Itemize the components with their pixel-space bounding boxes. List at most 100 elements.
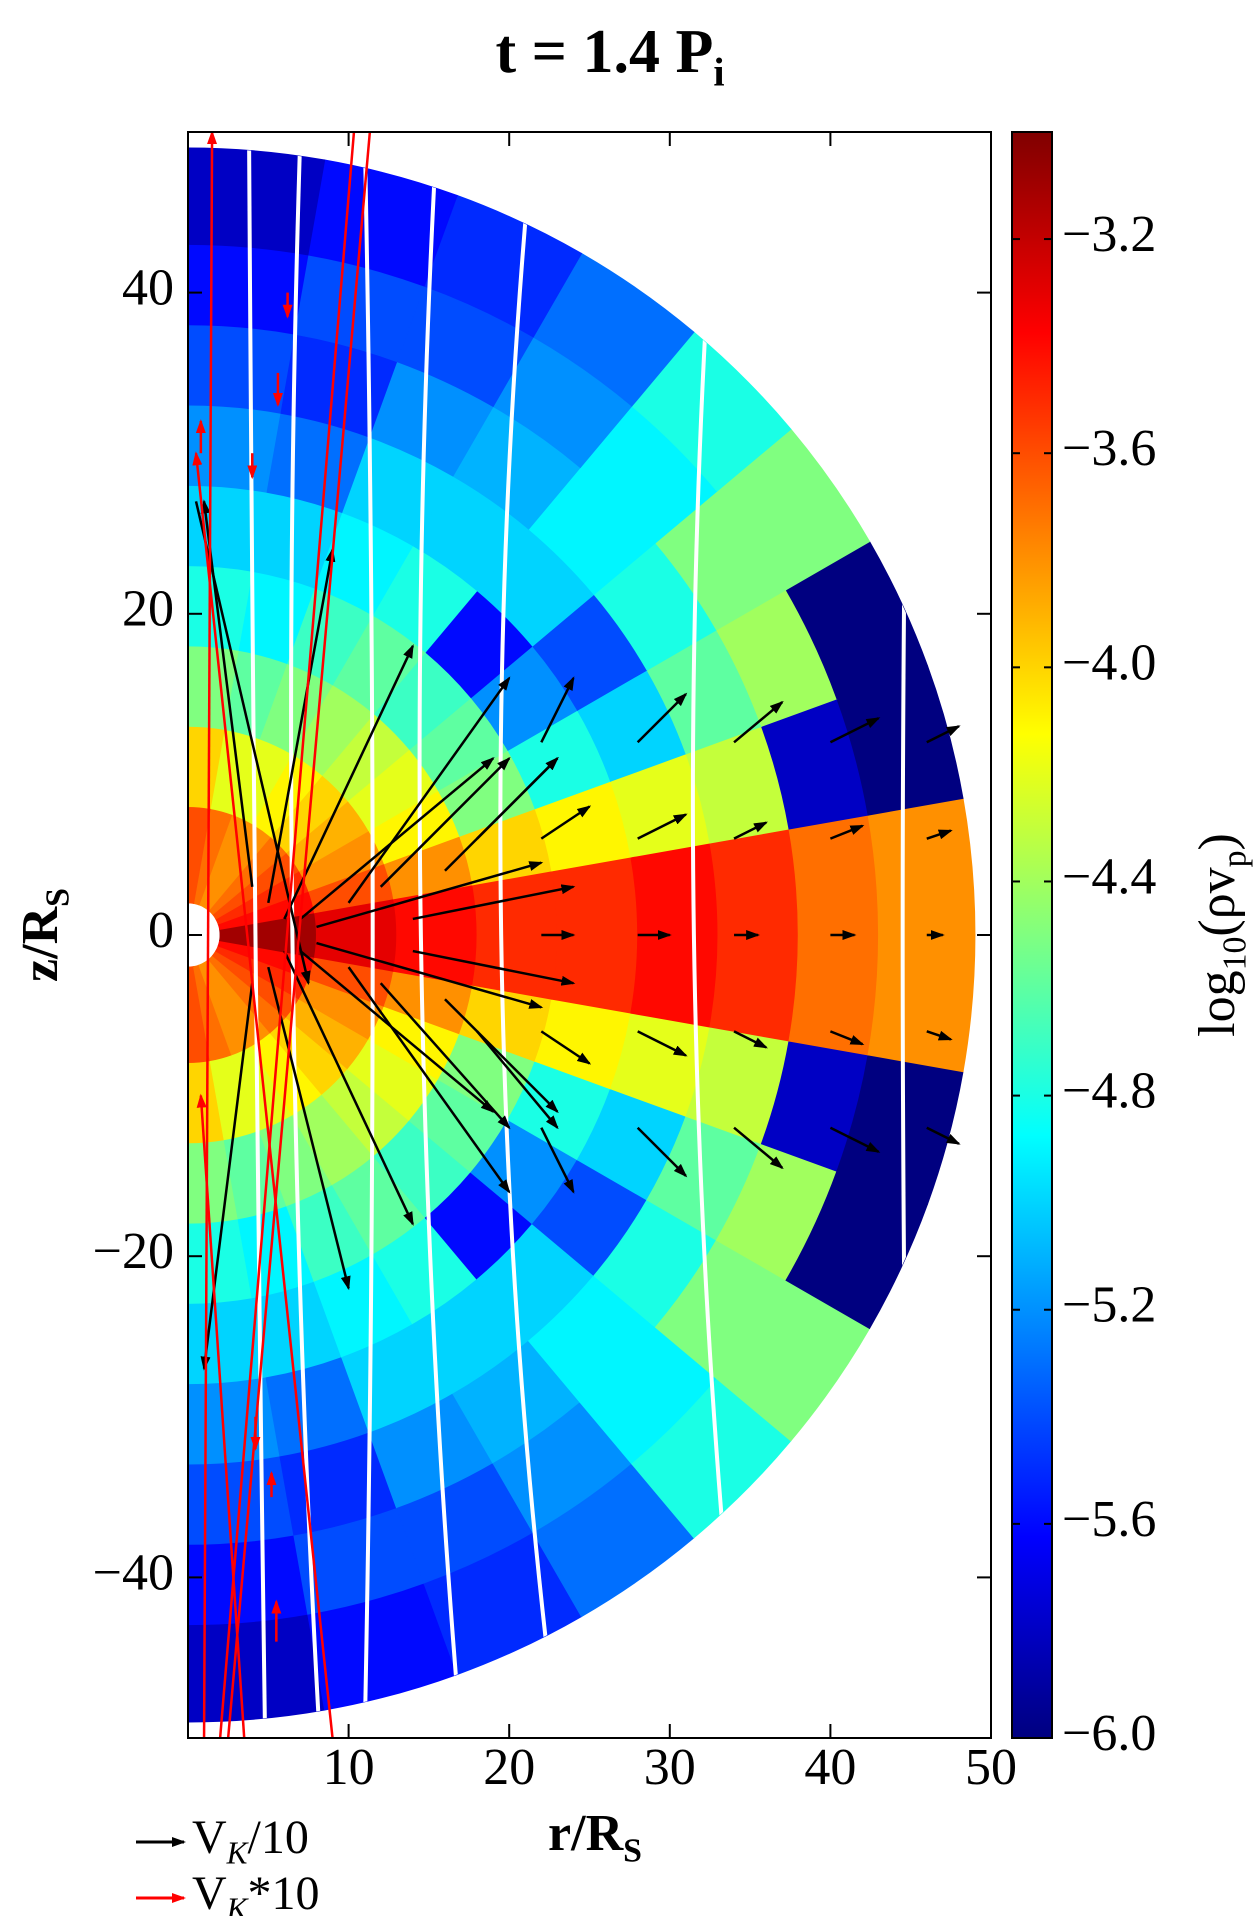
vector-arrow	[636, 692, 688, 744]
vector-arrow	[218, 132, 356, 1738]
text-part: 10	[1216, 937, 1253, 971]
colorbar-tick-label: −5.6	[1062, 1491, 1156, 1548]
vector-arrow	[192, 451, 334, 1738]
text-part: K	[226, 1892, 250, 1916]
vector-arrow	[347, 676, 511, 904]
vector-arrow	[283, 644, 414, 920]
field-cell	[188, 1377, 281, 1466]
field-cell	[788, 814, 880, 936]
vector-arrow	[733, 700, 784, 744]
vector-arrow	[733, 821, 768, 840]
vector-arrow	[540, 805, 592, 840]
colorbar-label: log10(ρvp)	[1189, 833, 1253, 1037]
contour-line	[498, 148, 560, 1722]
text-part: p	[1216, 850, 1253, 867]
colorbar-tick-label: −3.6	[1062, 420, 1156, 477]
y-tick-label: 40	[122, 260, 174, 317]
field-cell	[867, 797, 976, 936]
field-cell	[188, 1614, 326, 1723]
text-part: r/R	[548, 1805, 625, 1862]
vector-arrow	[637, 1030, 688, 1057]
vector-arrow	[196, 1093, 246, 1738]
vector-arrow	[476, 756, 559, 840]
vector-arrow	[200, 983, 254, 1371]
vector-arrow	[444, 998, 559, 1114]
vector-arrow	[379, 982, 511, 1130]
vector-arrow	[316, 861, 544, 929]
vector-arrow	[379, 756, 511, 888]
vector-arrow	[540, 676, 575, 743]
vector-arrow	[412, 949, 576, 986]
vector-arrow	[283, 950, 414, 1226]
contour-line	[247, 148, 268, 1722]
contour-line	[690, 148, 745, 1722]
vector-arrow	[829, 1030, 865, 1046]
legend-label: VK/10	[192, 1811, 309, 1871]
vector-arrow	[412, 884, 576, 921]
field-cell	[709, 828, 799, 936]
y-tick-label: −40	[93, 1544, 174, 1601]
field-cell	[788, 934, 880, 1056]
vector-arrow	[829, 824, 865, 840]
vector-arrow	[540, 1127, 575, 1194]
text-part: t = 1.4 P	[495, 18, 713, 86]
vector-arrow	[316, 941, 544, 1009]
vector-arrow	[926, 725, 961, 744]
vector-arrow	[267, 547, 336, 904]
colorbar-tick-label: −4.8	[1062, 1063, 1156, 1120]
x-tick-label: 40	[804, 1739, 856, 1796]
text-part: V	[192, 1867, 227, 1916]
colorbar-tick-label: −4.0	[1062, 634, 1156, 691]
colorbar	[1011, 131, 1053, 1739]
vector-arrow	[733, 1030, 768, 1049]
vector-arrow	[267, 966, 351, 1291]
field-cell	[188, 147, 326, 256]
text-part: i	[713, 50, 724, 95]
x-tick-label: 10	[323, 1739, 375, 1796]
legend-label: VK*10	[192, 1867, 319, 1916]
colorbar-tick-label: −5.2	[1062, 1277, 1156, 1334]
vector-arrow	[637, 813, 688, 840]
vector-arrow	[636, 1126, 688, 1178]
vector-arrow	[733, 1126, 784, 1170]
vector-arrow	[926, 1030, 953, 1041]
vector-arrow	[540, 1030, 592, 1065]
vectors	[192, 132, 961, 1738]
text-part: /10	[247, 1811, 308, 1864]
vector-arrow	[299, 950, 495, 1113]
text-part: V	[192, 1811, 227, 1864]
x-axis-label: r/RS	[548, 1805, 642, 1869]
vector-arrow	[202, 132, 218, 1738]
text-part: *10	[247, 1867, 319, 1916]
vector-arrow	[926, 829, 953, 840]
vector-arrow	[829, 717, 881, 744]
y-tick-label: 0	[148, 902, 174, 959]
colorbar-tick-label: −6.0	[1062, 1705, 1156, 1762]
vector-arrow	[829, 1126, 881, 1153]
field-cell	[709, 934, 799, 1042]
text-part: S	[39, 888, 76, 907]
text-part: S	[623, 1832, 642, 1869]
y-axis-label: z/RS	[12, 888, 76, 982]
text-part: z/R	[12, 905, 69, 982]
text-part: K	[226, 1836, 250, 1871]
vector-arrow	[926, 1126, 961, 1145]
field-cell	[551, 934, 639, 1014]
y-tick-label: −20	[93, 1223, 174, 1280]
field-cell	[630, 842, 719, 936]
text-part: (ρv	[1189, 867, 1246, 936]
chart-title: t = 1.4 Pi	[495, 18, 724, 95]
colorbar-tick-label: −3.2	[1062, 206, 1156, 263]
vector-arrow	[476, 1030, 559, 1130]
x-tick-label: 20	[483, 1739, 535, 1796]
field-cell	[630, 934, 719, 1028]
x-tick-label: 50	[965, 1739, 1017, 1796]
contour-line	[289, 148, 322, 1722]
y-tick-label: 20	[122, 581, 174, 638]
text-part: log	[1189, 970, 1246, 1036]
vector-arrow	[299, 757, 495, 920]
colorbar-tick-label: −4.4	[1062, 848, 1156, 905]
contour-line	[362, 148, 375, 1722]
contour-line	[417, 148, 464, 1722]
